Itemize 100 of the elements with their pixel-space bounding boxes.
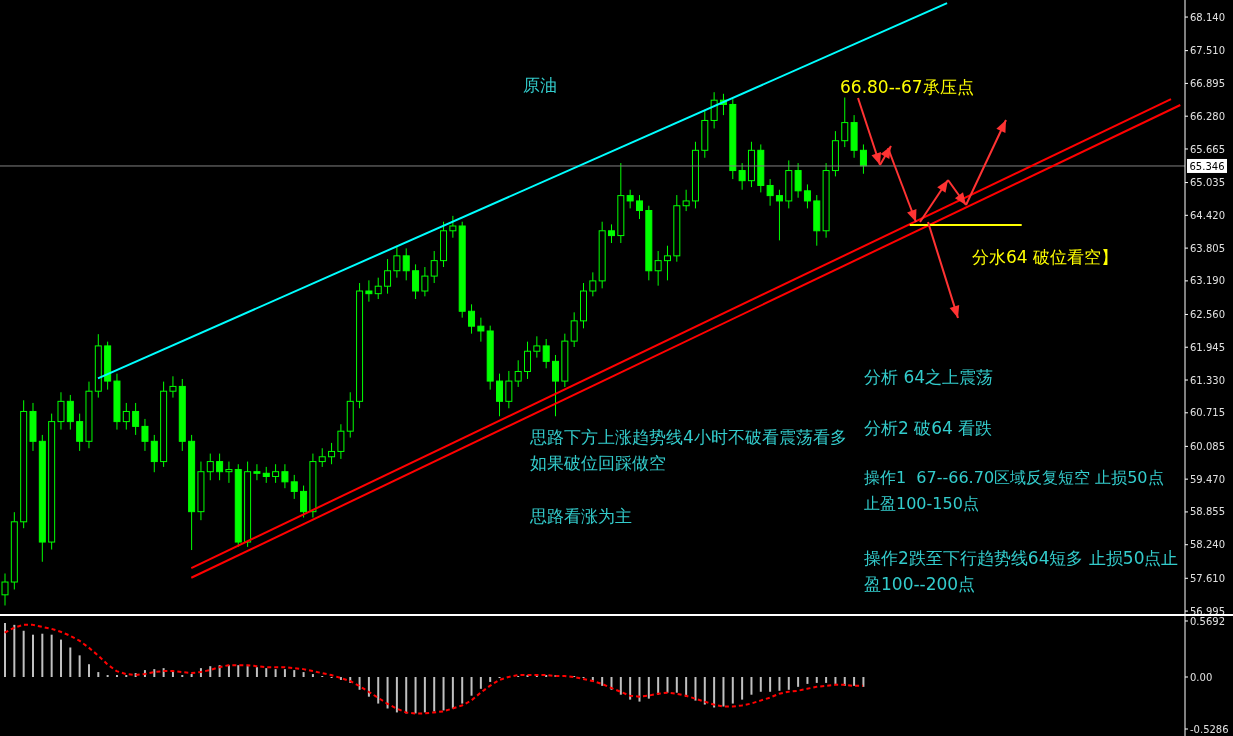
bar (741, 677, 744, 700)
y-tick-label: 57.610 (1190, 572, 1225, 584)
candlestick (552, 354, 560, 417)
candlestick (589, 271, 597, 297)
candlestick (66, 394, 74, 431)
candlestick (122, 402, 130, 431)
bar (339, 677, 342, 680)
annotation: 操作1 67--66.70区域反复短空 止损50点止盈100-150点 (864, 467, 1165, 515)
bar (4, 622, 6, 677)
candlestick (542, 338, 550, 369)
y-tick-label: 60.715 (1190, 407, 1225, 419)
candlestick (533, 335, 541, 359)
candlestick (654, 250, 662, 287)
y-tick-label: 63.190 (1190, 275, 1225, 287)
bar (423, 677, 426, 713)
bar (778, 677, 781, 691)
y-tick-label: 0.00 (1190, 671, 1213, 683)
annotation: 分水64 破位看空】 (972, 246, 1119, 269)
bar (722, 677, 725, 707)
y-tick-label: 61.945 (1190, 341, 1225, 353)
bar (797, 677, 800, 687)
bar (31, 634, 34, 677)
bar (461, 677, 464, 704)
bar (274, 669, 277, 677)
candlestick (663, 245, 671, 281)
bar (694, 677, 697, 701)
bar (601, 677, 604, 686)
candlestick (477, 317, 485, 343)
candlestick (449, 215, 457, 239)
candlestick (608, 223, 615, 244)
candlestick (841, 97, 849, 148)
bar (386, 677, 389, 709)
bar (311, 674, 314, 677)
bar (853, 677, 856, 686)
bar (190, 674, 193, 677)
bar (685, 677, 688, 697)
bar (675, 677, 678, 693)
candlestick (570, 311, 578, 348)
candlestick (281, 463, 289, 489)
candlestick (169, 375, 177, 399)
candlestick (412, 263, 420, 300)
candlestick (626, 189, 634, 209)
candlestick (300, 485, 308, 519)
candlestick (775, 189, 783, 241)
candlestick (253, 463, 261, 481)
bar (13, 624, 16, 677)
bar (209, 666, 212, 677)
annotation: 分析 64之上震荡 (864, 366, 994, 389)
y-tick-label: 65.665 (1190, 143, 1225, 155)
bar (489, 677, 492, 682)
bar (69, 647, 72, 677)
bar (806, 677, 809, 684)
y-tick-label: 66.895 (1190, 77, 1225, 89)
annotation: 66.80--67承压点 (840, 76, 974, 99)
candlestick (496, 373, 504, 417)
candlestick (384, 258, 392, 295)
bar (451, 677, 454, 709)
bar (825, 677, 828, 683)
annotation: 操作2跌至下行趋势线64短多 止损50点止盈100--200点 (864, 547, 1180, 596)
bar (41, 633, 44, 677)
annotation: 思路下方上涨趋势线4小时不破看震荡看多如果破位回踩做空 (530, 426, 848, 475)
candlestick (635, 194, 643, 220)
bar (405, 677, 408, 714)
candlestick (290, 474, 298, 500)
y-tick-label: 68.140 (1190, 11, 1225, 23)
annotation: 原油 (523, 74, 557, 97)
bar (237, 665, 240, 677)
ref-line-label: 65.346 (1189, 160, 1225, 172)
bar (97, 672, 100, 677)
bar (50, 634, 53, 677)
bar (22, 630, 25, 677)
candlestick (794, 162, 802, 199)
candlestick (766, 178, 774, 207)
candlestick (57, 391, 65, 431)
candlestick (514, 359, 522, 388)
bar (647, 677, 650, 699)
line-series (3, 623, 865, 715)
candlestick (328, 442, 336, 465)
candlestick (738, 162, 746, 191)
y-tick-label: -0.5286 (1190, 723, 1229, 735)
candlestick (150, 434, 158, 473)
annotation: 思路看涨为主 (530, 505, 632, 528)
bar (834, 677, 837, 684)
y-tick-label: 61.330 (1190, 374, 1225, 386)
bar (302, 672, 305, 677)
candlestick (206, 453, 214, 481)
candlestick (710, 91, 718, 129)
bar (629, 677, 632, 700)
candlestick (318, 447, 326, 468)
candlestick (430, 250, 438, 284)
y-tick-label: 59.470 (1190, 473, 1225, 485)
bar (78, 655, 81, 677)
bar (246, 666, 249, 677)
y-tick-label: 64.420 (1190, 209, 1225, 221)
bar (358, 677, 361, 690)
candlestick (859, 143, 867, 175)
candlestick (225, 461, 233, 484)
bar (638, 677, 641, 702)
y-tick-label: 0.5692 (1190, 615, 1225, 627)
bar (619, 677, 622, 695)
